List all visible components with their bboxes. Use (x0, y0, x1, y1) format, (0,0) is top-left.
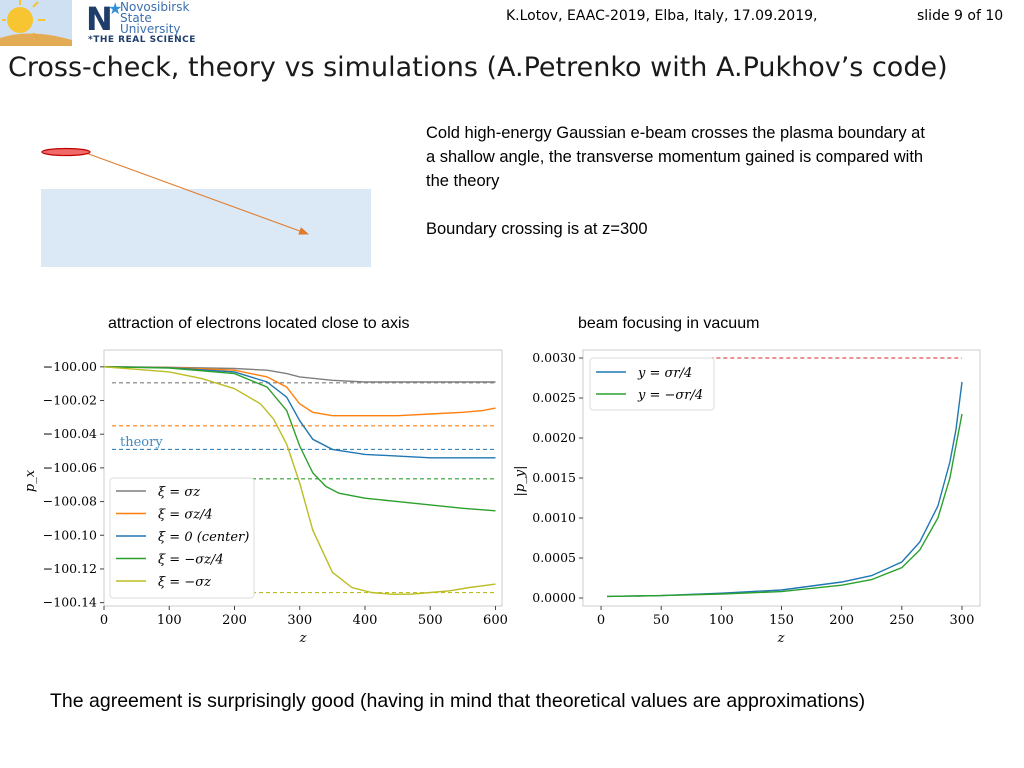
x-tick-label: 100 (157, 613, 182, 628)
series-line-2 (103, 366, 496, 459)
x-tick-label: 150 (769, 613, 794, 628)
x-tick-label: 0 (597, 613, 605, 628)
x-tick-label: 200 (222, 613, 247, 628)
series-line-1 (103, 366, 496, 417)
caption-focusing: beam focusing in vacuum (578, 315, 760, 332)
legend-label: ξ = 0 (center) (158, 530, 249, 545)
slide-number: slide 9 of 10 (917, 8, 1004, 24)
y-axis-label: |p_y| (513, 466, 528, 497)
series-line-3 (103, 366, 496, 512)
legend-label: y = σr/4 (637, 366, 692, 381)
university-line-2: State (120, 11, 152, 25)
university-motto: *THE REAL SCIENCE (88, 35, 196, 45)
nsu-logo-icon: N ★ (86, 0, 122, 38)
legend-label: ξ = σz (158, 485, 200, 500)
px-vs-z-chart: 0 100 200 300 400 500 600 −100.00 −100.02 −100.0… (23, 349, 508, 646)
y-tick-label: 0.0015 (532, 470, 576, 485)
svg-text:★: ★ (108, 0, 122, 18)
legend: ξ = σz ξ = σz/4 ξ = 0 (center) ξ = −σz/4 ξ =… (109, 477, 255, 599)
x-tick-label: 300 (287, 613, 312, 628)
university-name: Novosibirsk State University (120, 0, 190, 36)
y-tick-label: −100.04 (43, 426, 97, 441)
x-axis-label: z (777, 631, 785, 646)
x-tick-label: 250 (889, 613, 914, 628)
series-line-0 (103, 366, 496, 383)
series-line-1 (607, 413, 963, 598)
x-tick-label: 200 (829, 613, 854, 628)
x-tick-label: 0 (100, 613, 108, 628)
y-tick-label: −100.14 (43, 595, 97, 610)
sun-logo-icon (0, 0, 72, 46)
theory-annotation: theory (120, 435, 163, 450)
legend-label: y = −σr/4 (637, 388, 703, 403)
x-tick-label: 500 (418, 613, 443, 628)
plasma-region (41, 189, 371, 267)
legend-label: ξ = −σz (158, 575, 211, 590)
slide-title: Cross-check, theory vs simulations (A.Pe… (8, 52, 948, 83)
conference-info: K.Lotov, EAAC-2019, Elba, Italy, 17.09.2… (506, 8, 818, 24)
conclusion-text: The agreement is surprisingly good (havi… (50, 690, 866, 712)
y-tick-label: 0.0010 (532, 510, 576, 525)
y-tick-label: 0.0000 (532, 590, 576, 605)
caption-attraction: attraction of electrons located close to… (108, 315, 410, 332)
series-line-4 (103, 366, 496, 595)
svg-text:N: N (86, 0, 113, 38)
x-tick-label: 300 (950, 613, 975, 628)
y-tick-label: 0.0005 (532, 550, 576, 565)
beam-trajectory-arrow (85, 152, 309, 235)
y-tick-label: −100.10 (43, 527, 97, 542)
x-tick-label: 600 (483, 613, 508, 628)
x-tick-label: 400 (353, 613, 378, 628)
y-tick-label: −100.12 (43, 561, 97, 576)
university-line-1: Novosibirsk (120, 0, 190, 14)
y-axis-label: p_x (23, 469, 38, 492)
description: Cold high-energy Gaussian e-beam crosses… (426, 121, 936, 241)
y-tick-label: −100.00 (43, 359, 97, 374)
series-line-0 (607, 381, 963, 598)
description-text: Cold high-energy Gaussian e-beam crosses… (426, 124, 925, 190)
py-vs-z-chart: 0 50 100 150 200 250 300 0.0000 0.0005 0.0010 0.0… (513, 349, 981, 646)
boundary-crossing-note: Boundary crossing is at z=300 (426, 220, 648, 238)
y-tick-label: −100.06 (43, 460, 97, 475)
y-tick-label: 0.0025 (532, 390, 576, 405)
electron-beam-bunch (41, 147, 91, 157)
x-tick-label: 100 (709, 613, 734, 628)
y-tick-label: −100.08 (43, 494, 97, 509)
y-tick-label: 0.0020 (532, 430, 576, 445)
legend-label: ξ = σz/4 (158, 508, 213, 523)
legend-label: ξ = −σz/4 (158, 553, 224, 568)
legend: y = σr/4 y = −σr/4 (589, 357, 715, 411)
y-tick-label: 0.0030 (532, 350, 576, 365)
university-line-3: University (120, 22, 181, 36)
plot-frame (103, 349, 503, 607)
x-tick-label: 50 (653, 613, 670, 628)
boundary-crossing-sketch (41, 147, 371, 267)
y-tick-label: −100.02 (43, 393, 97, 408)
x-axis-label: z (299, 631, 307, 646)
